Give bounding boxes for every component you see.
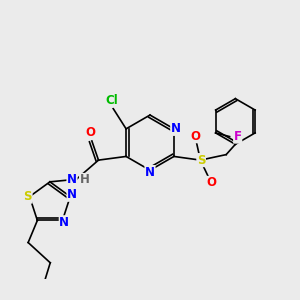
- Text: N: N: [145, 166, 155, 178]
- Text: O: O: [190, 130, 200, 143]
- Text: O: O: [85, 126, 95, 140]
- Text: N: N: [67, 188, 77, 201]
- Text: O: O: [206, 176, 216, 189]
- Text: S: S: [23, 190, 32, 203]
- Text: F: F: [234, 130, 242, 143]
- Text: H: H: [80, 173, 89, 187]
- Text: N: N: [67, 173, 77, 187]
- Text: Cl: Cl: [105, 94, 118, 107]
- Text: N: N: [171, 122, 181, 135]
- Text: N: N: [59, 216, 69, 229]
- Text: S: S: [197, 154, 206, 166]
